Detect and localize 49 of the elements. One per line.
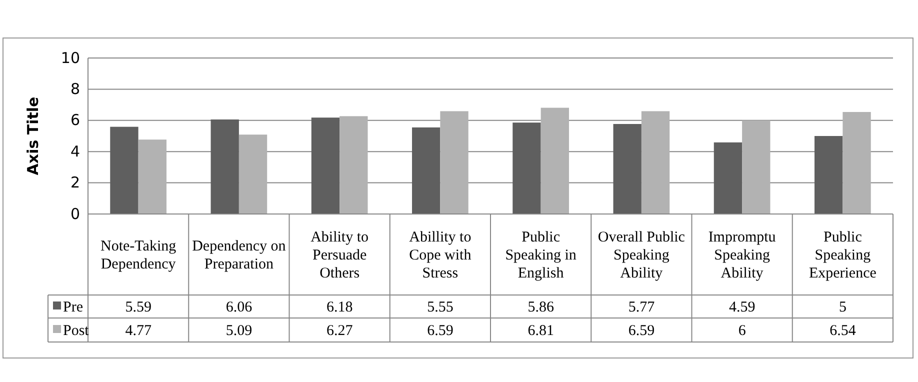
x-tick-label: Overall Public Speaking Ability	[598, 230, 686, 282]
data-label: 6	[738, 323, 746, 339]
bar	[311, 118, 340, 214]
legend-label: Post	[63, 323, 90, 339]
bar	[110, 126, 138, 214]
data-label: 5.09	[226, 323, 252, 339]
y-tick-label: 6	[70, 111, 80, 130]
bar	[814, 136, 843, 214]
x-tick-label: Public Speaking Experience	[808, 230, 877, 282]
data-label: 4.77	[125, 323, 152, 339]
bar	[613, 124, 642, 214]
bar	[440, 111, 468, 214]
bar	[842, 112, 871, 214]
x-tick-label: Abillity to Cope with Stress	[409, 230, 472, 282]
data-label: 5.55	[427, 300, 454, 316]
bar	[540, 108, 569, 214]
y-axis-title: Axis Title	[24, 96, 42, 176]
bar	[714, 142, 742, 214]
data-label: 5.86	[528, 300, 554, 316]
data-label: 5.59	[125, 300, 152, 316]
bar	[138, 140, 166, 214]
y-tick-label: 4	[70, 142, 80, 160]
data-label: 5	[838, 300, 846, 316]
data-label: 5.77	[628, 300, 656, 316]
data-label: 6.54	[830, 323, 856, 339]
bar	[641, 111, 670, 214]
y-tick-label: 0	[70, 204, 80, 223]
y-tick-label: 10	[60, 48, 80, 67]
x-tick-label: Public Speaking in English	[505, 230, 577, 282]
x-tick-label: Ability to Persuade Others	[310, 230, 369, 282]
data-label: 6.81	[528, 323, 554, 339]
data-label: 6.59	[628, 323, 655, 339]
bar	[238, 134, 268, 214]
data-label: 6.27	[326, 323, 354, 339]
bar	[412, 127, 440, 214]
legend-label: Pre	[63, 300, 84, 316]
x-tick-label: Note-Taking Dependency	[100, 238, 177, 272]
x-tick-label: Dependency on Preparation	[192, 238, 286, 272]
data-label: 6.06	[226, 300, 253, 316]
y-tick-label: 2	[70, 174, 80, 192]
y-tick-label: 8	[70, 80, 80, 98]
data-label: 6.59	[427, 323, 454, 339]
x-tick-label: Impromptu Speaking Ability	[708, 230, 776, 282]
bar	[210, 119, 239, 214]
data-label: 6.18	[326, 300, 353, 316]
bar	[742, 120, 770, 214]
bar	[340, 116, 368, 214]
data-label: 4.59	[728, 300, 756, 316]
bar	[512, 122, 541, 214]
